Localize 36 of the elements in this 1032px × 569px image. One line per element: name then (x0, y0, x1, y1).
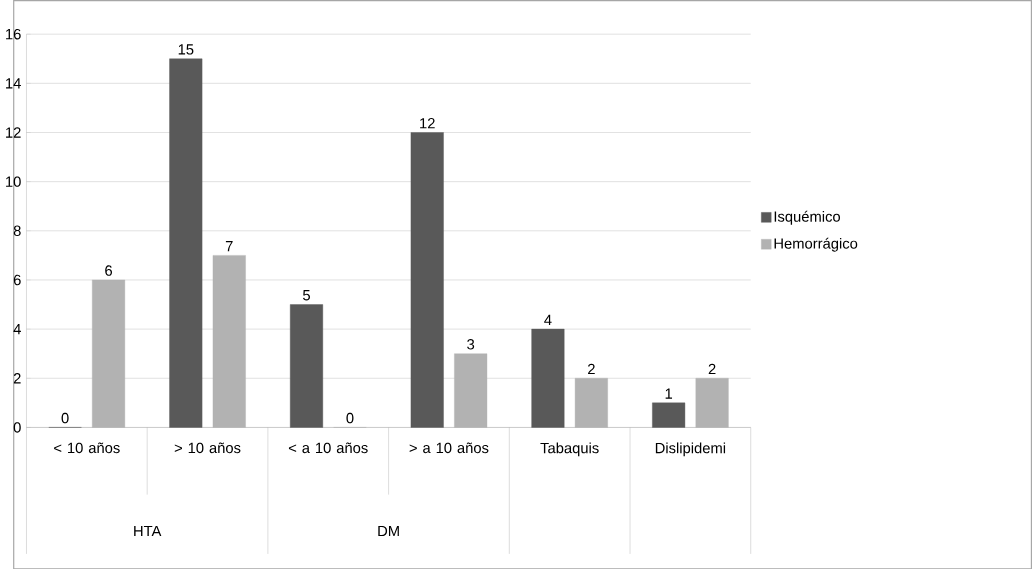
y-tick-label: 2 (13, 372, 21, 384)
data-label: 2 (708, 363, 716, 374)
x-tick-label: > 10 años (174, 442, 241, 453)
y-tick-label: 12 (6, 127, 21, 138)
x-tick-label: > a 10 años (409, 442, 489, 453)
data-label: 2 (588, 363, 595, 374)
x-tick-label: < a 10 años (288, 442, 368, 453)
y-tick-label: 14 (6, 78, 21, 89)
data-label: 0 (346, 412, 354, 424)
bar (410, 132, 444, 428)
x-tick-label: Tabaquis (540, 442, 599, 457)
data-label: 3 (467, 338, 475, 350)
bar (169, 58, 203, 428)
data-label: 4 (544, 314, 552, 325)
y-tick-label: 0 (13, 422, 21, 433)
bar (290, 304, 324, 428)
bar (652, 402, 686, 428)
data-label: 1 (665, 388, 673, 399)
x-tick-label: < 10 años (54, 442, 120, 453)
legend-label: Hemorrágico (774, 237, 858, 252)
y-tick-label: 4 (13, 323, 21, 335)
data-label: 7 (225, 240, 233, 252)
y-tick-label: 16 (6, 28, 21, 40)
text: HTA (134, 525, 162, 536)
y-tick-label: 6 (13, 274, 21, 286)
y-tick-label: 10 (6, 176, 21, 187)
legend-label: Isquémico (774, 210, 841, 225)
data-label: 0 (61, 412, 69, 424)
data-label: 5 (303, 289, 311, 301)
y-tick-label: 8 (13, 225, 21, 236)
text: DM (378, 525, 399, 536)
bar (531, 328, 565, 428)
x-tick-label: Dislipidemi (655, 442, 726, 457)
data-label: 15 (178, 44, 194, 55)
data-label: 6 (105, 265, 113, 276)
data-label: 12 (420, 117, 435, 129)
